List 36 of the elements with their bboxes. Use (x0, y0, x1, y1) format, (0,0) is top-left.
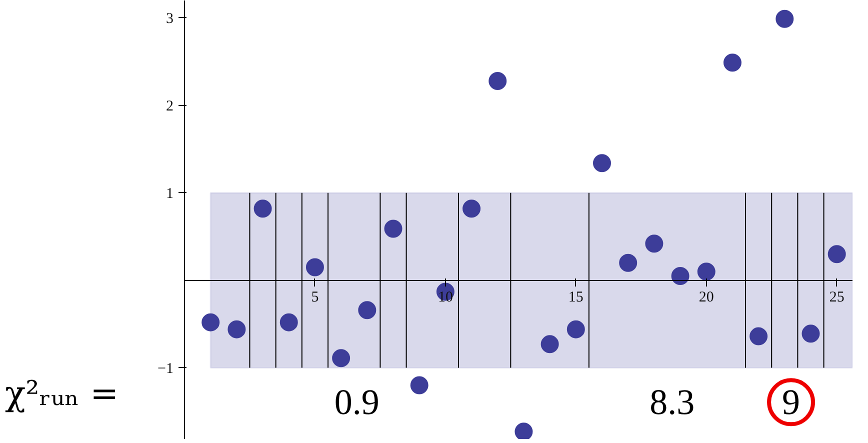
point (645, 234, 664, 253)
x-tick-label: 25 (829, 289, 844, 306)
point (750, 327, 768, 346)
point (358, 301, 376, 320)
point (828, 245, 846, 264)
point (776, 10, 794, 28)
point (202, 313, 220, 332)
point (384, 220, 402, 238)
point (566, 320, 585, 338)
y-tick-label: 1 (166, 186, 174, 202)
point (671, 266, 690, 285)
x-tick-label: 15 (568, 289, 584, 306)
x-tick-label: 20 (698, 289, 714, 306)
y-tick-label: 3 (166, 10, 174, 27)
point (410, 376, 428, 394)
point (593, 154, 611, 172)
point (802, 324, 820, 343)
x-tick-label: 5 (311, 289, 319, 306)
point (488, 72, 507, 90)
annotation: 8.3 (650, 382, 695, 422)
point (462, 200, 481, 218)
point (280, 313, 298, 332)
y-tick-label: −1 (158, 360, 174, 377)
point (254, 200, 272, 218)
point (514, 422, 533, 439)
point (332, 349, 350, 368)
point (228, 320, 246, 338)
annotation: 9 (782, 382, 800, 422)
text: χ²ᵣᵤₙ = (5, 373, 119, 416)
annotation: 0.9 (334, 382, 380, 422)
point (306, 258, 324, 276)
point (697, 262, 716, 281)
point (540, 335, 559, 354)
y-tick-label: 2 (166, 98, 174, 114)
point (619, 254, 638, 272)
point (723, 54, 742, 72)
